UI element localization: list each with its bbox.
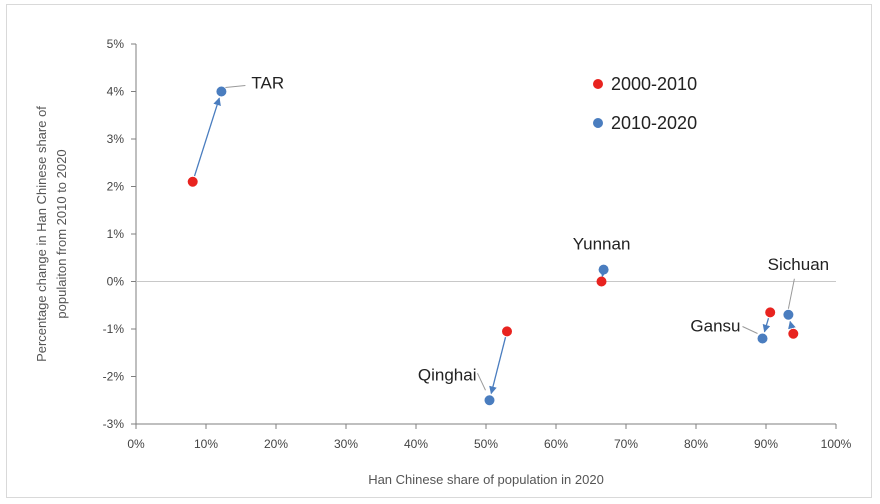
legend-marker-2010-2020 [593,118,603,128]
region-label-sichuan: Sichuan [768,255,829,274]
point-2010-2020-tar [216,86,227,97]
region-label-qinghai: Qinghai [418,365,477,384]
legend-label-2010-2020: 2010-2020 [611,113,697,133]
x-tick-label: 50% [474,437,498,451]
point-2010-2020-gansu [757,333,768,344]
leader-line-sichuan [787,278,795,309]
point-2000-2010-tar [187,176,198,187]
point-2000-2010-yunnan [596,276,607,287]
x-tick-label: 0% [127,437,145,451]
region-label-tar: TAR [251,74,284,93]
y-tick-label: -1% [103,322,125,336]
leader-line-qinghai [477,373,486,391]
data-points [187,86,799,406]
point-labels: TAR Qinghai Yunnan Gansu Sichuan [251,74,829,385]
x-tick-label: 10% [194,437,218,451]
x-tick-label: 100% [821,437,852,451]
leader-line-gansu [742,326,758,334]
label-leaders [225,85,795,391]
y-tick-label: -3% [103,417,125,431]
point-2010-2020-qinghai [484,395,495,406]
y-tick-label: 0% [107,275,125,289]
x-axis-title: Han Chinese share of population in 2020 [368,472,604,487]
legend: 2000-2010 2010-2020 [593,74,697,133]
x-tick-label: 90% [754,437,778,451]
y-axis-title-line-1: Percentage change in Han Chinese share o… [34,106,49,362]
x-tick-label: 70% [614,437,638,451]
y-tick-label: 1% [107,227,125,241]
region-label-yunnan: Yunnan [573,235,631,254]
legend-label-2000-2010: 2000-2010 [611,74,697,94]
chart-frame [6,4,872,498]
change-arrow-sichuan [788,320,796,330]
y-tick-label: 3% [107,132,125,146]
change-arrow-qinghai [489,337,507,395]
x-tick-label: 20% [264,437,288,451]
point-2000-2010-qinghai [502,326,512,337]
point-2010-2020-yunnan [598,264,609,275]
y-tick-label: -2% [103,370,125,384]
y-tick-label: 2% [107,180,125,194]
region-label-gansu: Gansu [690,317,740,336]
change-arrow-tar [193,97,221,177]
y-tick-label: 5% [107,37,125,51]
x-tick-label: 80% [684,437,708,451]
y-axis-title-line-2: populaiton from 2010 to 2020 [54,149,69,318]
point-2000-2010-gansu [765,307,776,318]
x-tick-label: 30% [334,437,358,451]
legend-marker-2000-2010 [593,79,603,89]
x-tick-label: 60% [544,437,568,451]
x-tick-label: 40% [404,437,428,451]
point-2000-2010-sichuan [788,328,799,339]
y-tick-label: 4% [107,85,125,99]
leader-line-tar [225,85,246,88]
point-2010-2020-sichuan [783,309,794,320]
change-arrow-gansu [762,317,771,333]
axes: 5%4%3%2%1%0%-1%-2%-3%0% 10% 20% 30% 40% 50% 60… [103,37,852,451]
change-arrows [193,97,796,395]
